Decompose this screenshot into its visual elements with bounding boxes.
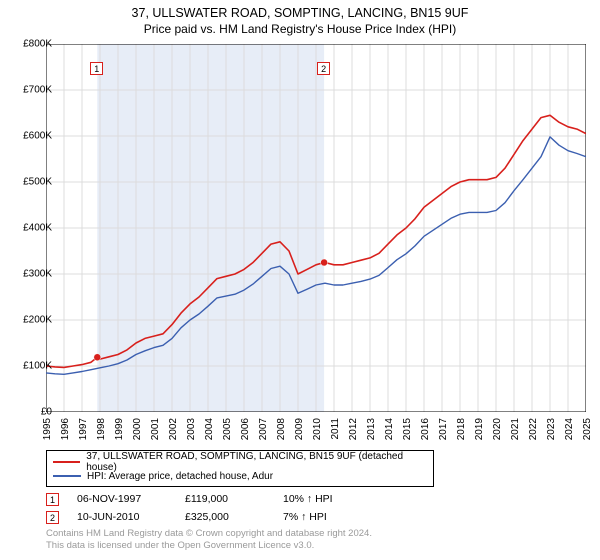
chart-title: 37, ULLSWATER ROAD, SOMPTING, LANCING, B…	[0, 6, 600, 20]
sale-row: 1 06-NOV-1997 £119,000 10% ↑ HPI	[46, 490, 333, 508]
y-tick-label: £200K	[12, 315, 52, 326]
x-tick-label: 1996	[60, 418, 71, 440]
x-tick-label: 1995	[42, 418, 53, 440]
x-tick-label: 2021	[510, 418, 521, 440]
x-tick-label: 2016	[420, 418, 431, 440]
y-tick-label: £0	[12, 407, 52, 418]
x-tick-label: 2002	[168, 418, 179, 440]
x-tick-label: 2001	[150, 418, 161, 440]
sale-date: 10-JUN-2010	[77, 511, 167, 523]
chart-subtitle: Price paid vs. HM Land Registry's House …	[0, 22, 600, 36]
footer-attribution: Contains HM Land Registry data © Crown c…	[46, 528, 372, 552]
y-tick-label: £100K	[12, 361, 52, 372]
sale-row: 2 10-JUN-2010 £325,000 7% ↑ HPI	[46, 508, 333, 526]
y-tick-label: £300K	[12, 269, 52, 280]
chart	[46, 44, 586, 412]
legend-swatch	[53, 475, 81, 477]
x-tick-label: 2011	[330, 418, 341, 440]
sales-table: 1 06-NOV-1997 £119,000 10% ↑ HPI 2 10-JUN-201…	[46, 490, 333, 526]
sale-marker-box: 1	[90, 62, 103, 75]
x-tick-label: 2020	[492, 418, 503, 440]
x-tick-label: 2000	[132, 418, 143, 440]
x-tick-label: 2005	[222, 418, 233, 440]
x-tick-label: 2007	[258, 418, 269, 440]
sale-marker-box: 2	[317, 62, 330, 75]
sale-marker: 1	[46, 493, 59, 506]
x-tick-label: 1998	[96, 418, 107, 440]
x-tick-label: 2010	[312, 418, 323, 440]
sale-delta: 10% ↑ HPI	[283, 493, 333, 505]
sale-marker: 2	[46, 511, 59, 524]
legend-box: 37, ULLSWATER ROAD, SOMPTING, LANCING, B…	[46, 450, 434, 487]
x-tick-label: 2012	[348, 418, 359, 440]
x-tick-label: 1997	[78, 418, 89, 440]
x-tick-label: 2023	[546, 418, 557, 440]
x-tick-label: 2025	[582, 418, 593, 440]
x-tick-label: 2019	[474, 418, 485, 440]
y-tick-label: £700K	[12, 85, 52, 96]
sale-date: 06-NOV-1997	[77, 493, 167, 505]
sale-delta: 7% ↑ HPI	[283, 511, 327, 523]
x-tick-label: 2013	[366, 418, 377, 440]
sale-price: £119,000	[185, 493, 265, 505]
sale-price: £325,000	[185, 511, 265, 523]
x-tick-label: 2024	[564, 418, 575, 440]
y-tick-label: £500K	[12, 177, 52, 188]
x-tick-label: 2006	[240, 418, 251, 440]
legend-swatch	[53, 461, 80, 463]
y-tick-label: £800K	[12, 39, 52, 50]
footer-line: This data is licensed under the Open Gov…	[46, 540, 372, 552]
y-tick-label: £600K	[12, 131, 52, 142]
x-tick-label: 2008	[276, 418, 287, 440]
footer-line: Contains HM Land Registry data © Crown c…	[46, 528, 372, 540]
x-tick-label: 2018	[456, 418, 467, 440]
x-tick-label: 2014	[384, 418, 395, 440]
x-tick-label: 2022	[528, 418, 539, 440]
x-tick-label: 1999	[114, 418, 125, 440]
x-tick-label: 2017	[438, 418, 449, 440]
plot-svg	[46, 44, 586, 412]
x-tick-label: 2015	[402, 418, 413, 440]
y-tick-label: £400K	[12, 223, 52, 234]
x-tick-label: 2003	[186, 418, 197, 440]
legend-label: HPI: Average price, detached house, Adur	[87, 471, 273, 482]
x-tick-label: 2004	[204, 418, 215, 440]
x-tick-label: 2009	[294, 418, 305, 440]
legend-row: 37, ULLSWATER ROAD, SOMPTING, LANCING, B…	[53, 455, 427, 469]
